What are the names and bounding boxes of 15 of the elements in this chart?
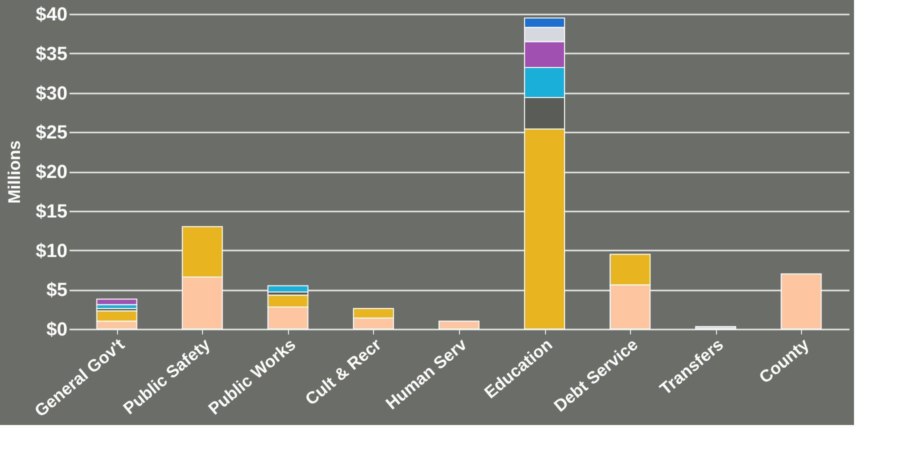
bar — [695, 326, 736, 330]
y-tick-label: $30 — [36, 83, 68, 104]
bar — [96, 298, 138, 306]
y-tick-label: $0 — [46, 320, 68, 340]
y-tick-label: $25 — [36, 122, 68, 144]
y-tick-label: $10 — [36, 240, 68, 262]
bar — [780, 273, 822, 330]
y-tick-label: $40 — [36, 4, 68, 26]
y-tick-label: $35 — [36, 44, 68, 65]
y-tick-label: $20 — [36, 162, 68, 183]
y-tick-label: $5 — [46, 280, 68, 302]
bar — [438, 320, 480, 330]
y-tick-label: $15 — [36, 201, 68, 222]
y-axis-title: Millions — [4, 140, 24, 204]
bar — [267, 285, 308, 292]
